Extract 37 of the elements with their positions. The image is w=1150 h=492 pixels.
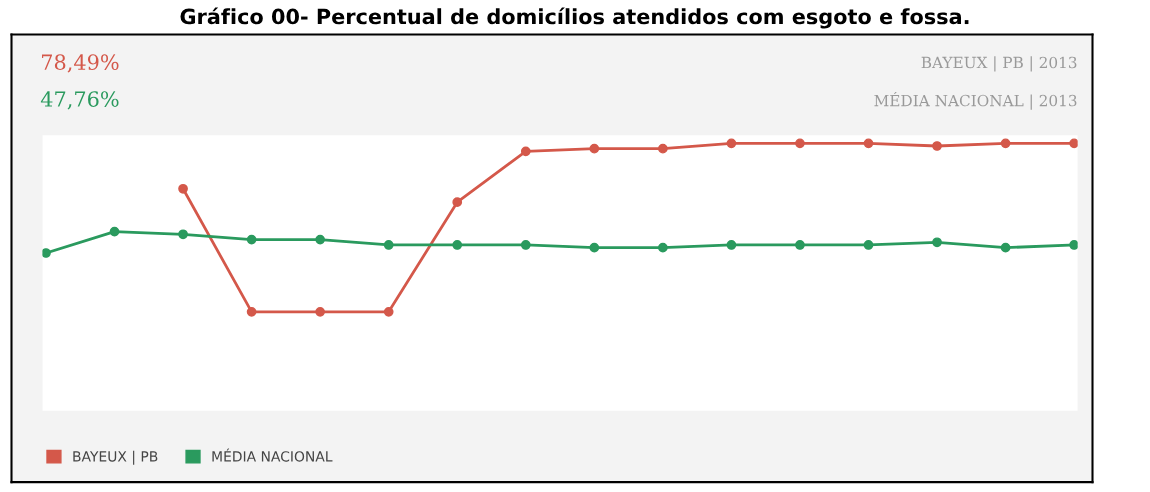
point	[109, 226, 120, 237]
legend-label: MÉDIA NACIONAL	[212, 448, 333, 462]
point	[246, 306, 257, 317]
text: 78,49%	[42, 54, 119, 73]
point	[932, 237, 942, 248]
point	[1069, 138, 1078, 149]
point	[178, 229, 188, 240]
point	[1069, 240, 1078, 250]
point	[658, 143, 668, 154]
point	[658, 242, 668, 253]
point	[383, 306, 394, 317]
point	[520, 240, 531, 250]
point	[795, 138, 805, 149]
point	[589, 242, 600, 253]
text: 47,76%	[40, 91, 119, 110]
point	[863, 240, 874, 250]
point	[520, 146, 531, 157]
text: MÉDIA NACIONAL | 2013	[874, 91, 1077, 110]
point	[246, 234, 257, 245]
point	[383, 240, 394, 250]
text: BAYEUX | PB | 2013	[921, 56, 1077, 72]
point	[589, 143, 600, 154]
point	[795, 240, 805, 250]
point	[726, 240, 737, 250]
legend-label: BAYEUX | PB	[73, 450, 158, 465]
point	[315, 306, 326, 317]
point	[932, 141, 942, 151]
point	[1000, 242, 1011, 253]
chart-title: Gráfico 00- Percentual de domicílios atendidos com esgoto e fossa.	[180, 7, 969, 29]
point	[178, 183, 188, 194]
point	[452, 197, 463, 208]
point	[452, 240, 463, 250]
point	[42, 248, 51, 258]
point	[726, 138, 737, 149]
point	[315, 234, 326, 245]
point	[863, 138, 874, 149]
point	[1000, 138, 1011, 149]
